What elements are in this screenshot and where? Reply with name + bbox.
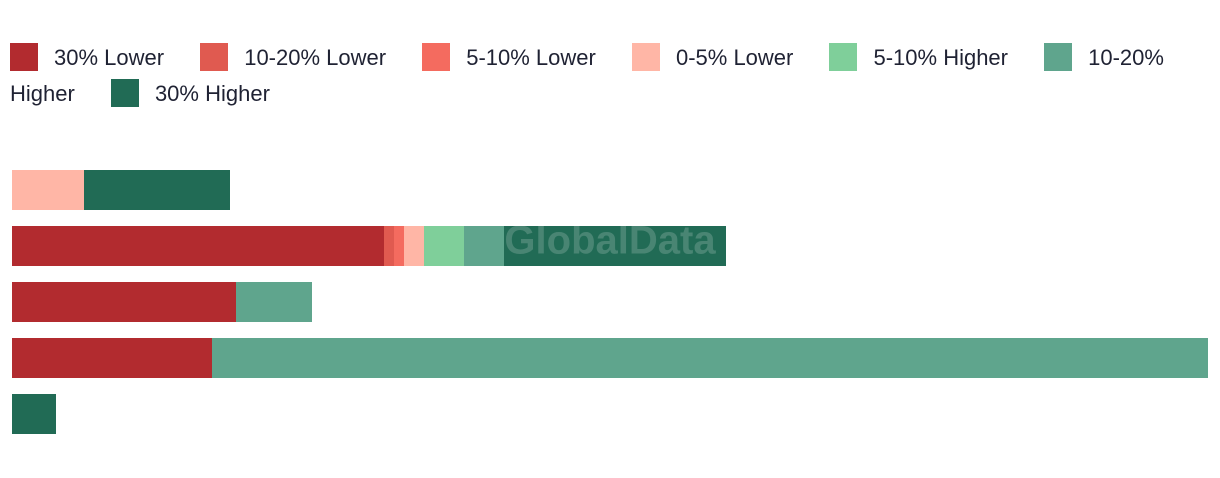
bar-segment — [504, 226, 726, 266]
watermark: GlobalData — [504, 219, 716, 263]
legend-entry: 0-5% Lower — [631, 43, 794, 71]
legend-swatch — [1044, 43, 1073, 71]
legend: 30% Lower 10-20% Lower 5-10% Lower 0-5% … — [10, 40, 1215, 112]
legend-entry: 5-10% Higher — [829, 43, 1008, 71]
legend-swatch — [829, 43, 858, 71]
bar-segment — [12, 282, 236, 322]
legend-swatch — [422, 43, 451, 71]
bar-segment — [404, 226, 424, 266]
legend-label: 5-10% Lower — [466, 45, 596, 70]
bar-segment — [464, 226, 504, 266]
legend-entry: 5-10% Lower — [422, 43, 596, 71]
legend-label: 5-10% Higher — [873, 45, 1008, 70]
bar-segment — [12, 226, 384, 266]
bar-segment — [424, 226, 464, 266]
legend-entry: 30% Lower — [10, 43, 165, 71]
bar-segment — [394, 226, 404, 266]
bar-segment — [12, 170, 84, 210]
legend-label: 30% Higher — [154, 81, 270, 106]
bar-segment — [12, 338, 212, 378]
legend-entry: 30% Higher — [110, 79, 270, 107]
legend-swatch — [110, 79, 139, 107]
bar-segment — [12, 394, 56, 434]
bar-segment — [84, 170, 230, 210]
legend-entry: 10-20% Higher — [10, 43, 1164, 106]
bar-segment — [212, 338, 1208, 378]
legend-label: 0-5% Lower — [675, 45, 794, 70]
legend-entry: 10-20% Lower — [200, 43, 387, 71]
bar-segment — [384, 226, 394, 266]
legend-label: 10-20% Lower — [244, 45, 387, 70]
legend-swatch — [631, 43, 660, 71]
legend-label: 30% Lower — [54, 45, 165, 70]
legend-swatch — [200, 43, 229, 71]
legend-swatch — [10, 43, 38, 71]
legend-label: 10-20% Higher — [10, 45, 1164, 106]
bar-segment — [236, 282, 312, 322]
